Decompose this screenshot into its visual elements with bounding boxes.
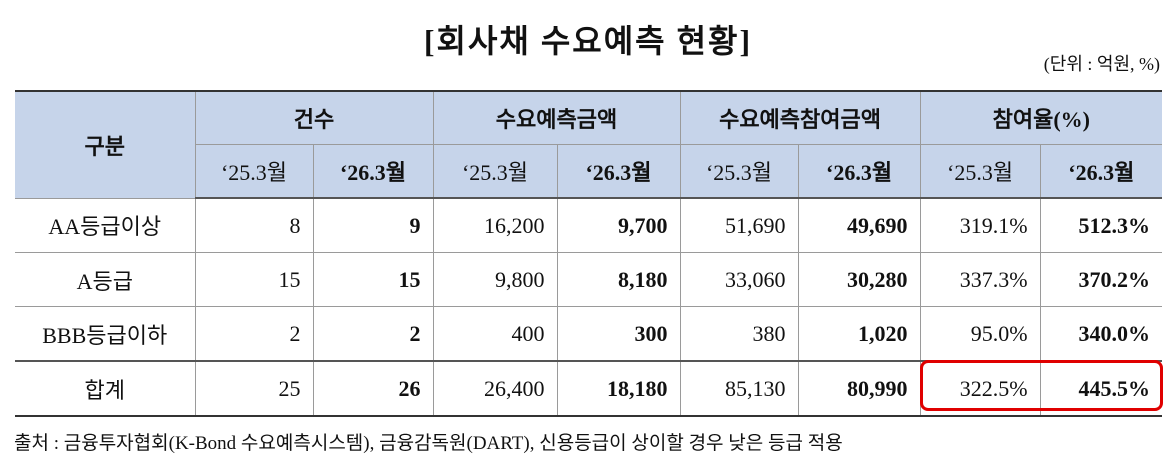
- cell: 9,800: [432, 252, 558, 307]
- cell: 80,990: [797, 360, 921, 417]
- cell: 337.3%: [919, 252, 1041, 307]
- period-header: ‘25.3월: [919, 144, 1041, 199]
- cell: 9,700: [556, 197, 681, 253]
- cell: 16,200: [432, 197, 558, 253]
- period-header: ‘26.3월: [312, 144, 434, 199]
- cell: 8: [194, 197, 314, 253]
- period-header: ‘25.3월: [679, 144, 799, 199]
- row-label: AA등급이상: [15, 197, 196, 253]
- period-header: ‘25.3월: [432, 144, 558, 199]
- cell: 95.0%: [919, 306, 1041, 362]
- header-row: ‘25.3월 ‘26.3월 ‘25.3월 ‘26.3월 ‘25.3월 ‘26.3월 ‘25.…: [15, 144, 1163, 199]
- table: 구분 건수 수요예측금액 수요예측참여금액 참여율(%) ‘25.3월 ‘26.3월 ‘25.…: [15, 90, 1163, 417]
- table-header: 구분 건수 수요예측금액 수요예측참여금액 참여율(%) ‘25.3월 ‘26.3월 ‘25.…: [15, 90, 1163, 199]
- group-header: 건수: [194, 90, 434, 145]
- cell: 26,400: [432, 360, 558, 417]
- cell: 18,180: [556, 360, 681, 417]
- period-header: ‘26.3월: [556, 144, 681, 199]
- cell: 9: [312, 197, 434, 253]
- table-row: A등급 15 15 9,800 8,180 33,060 30,280 337.3% 370.2…: [15, 252, 1163, 307]
- cell: 400: [432, 306, 558, 362]
- cell: 370.2%: [1039, 252, 1163, 307]
- cell: 15: [194, 252, 314, 307]
- cell: 319.1%: [919, 197, 1041, 253]
- cell: 1,020: [797, 306, 921, 362]
- group-header: 수요예측금액: [432, 90, 681, 145]
- cell: 2: [194, 306, 314, 362]
- cell: 49,690: [797, 197, 921, 253]
- cell: 33,060: [679, 252, 799, 307]
- period-header: ‘26.3월: [797, 144, 921, 199]
- cell: 380: [679, 306, 799, 362]
- cell: 85,130: [679, 360, 799, 417]
- row-label: 합계: [15, 360, 196, 417]
- cell: 300: [556, 306, 681, 362]
- cell: 15: [312, 252, 434, 307]
- highlight-box: [920, 360, 1163, 411]
- table-row: 합계 25 26 26,400 18,180 85,130 80,990 322.5% 445.…: [15, 360, 1163, 417]
- cell: 8,180: [556, 252, 681, 307]
- table-body: AA등급이상 8 9 16,200 9,700 51,690 49,690 319.1% 512…: [15, 197, 1163, 417]
- source-note: 출처 : 금융투자협회(K-Bond 수요예측시스템), 금융감독원(DART)…: [14, 433, 843, 454]
- header-row: 구분 건수 수요예측금액 수요예측참여금액 참여율(%): [15, 90, 1163, 199]
- cell: 51,690: [679, 197, 799, 253]
- group-header: 수요예측참여금액: [679, 90, 921, 145]
- cell: 25: [194, 360, 314, 417]
- cell: 2: [312, 306, 434, 362]
- row-header: 구분: [15, 90, 196, 199]
- cell: 512.3%: [1039, 197, 1163, 253]
- cell: 26: [312, 360, 434, 417]
- cell: 340.0%: [1039, 306, 1163, 362]
- period-header: ‘25.3월: [195, 144, 314, 199]
- unit-note: (단위 : 억원, %): [1043, 54, 1160, 74]
- row-label: A등급: [15, 252, 196, 307]
- cell: 445.5%: [1039, 360, 1163, 417]
- title: [회사채 수요예측 현황]: [423, 23, 753, 59]
- period-header: ‘26.3월: [1039, 144, 1163, 199]
- group-header: 참여율(%): [919, 90, 1163, 145]
- cell: 30,280: [797, 252, 921, 307]
- table-row: BBB등급이하 2 2 400 300 380 1,020 95.0% 340.0%: [15, 306, 1163, 362]
- table-row: AA등급이상 8 9 16,200 9,700 51,690 49,690 319.1% 512…: [15, 197, 1163, 253]
- row-label: BBB등급이하: [15, 306, 196, 362]
